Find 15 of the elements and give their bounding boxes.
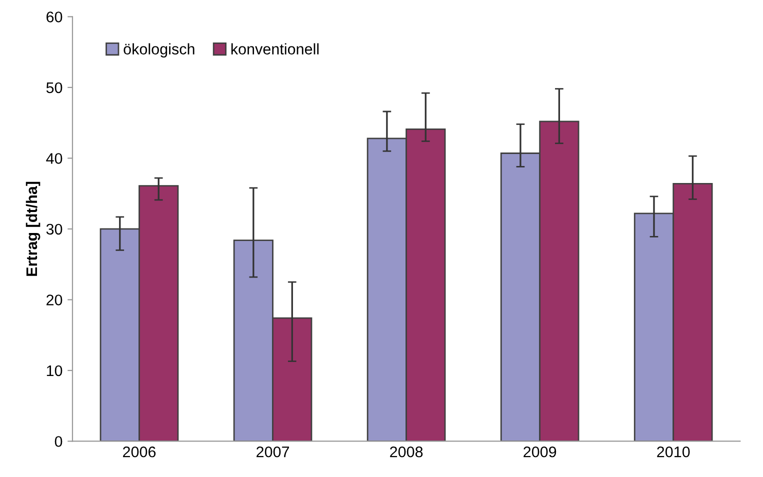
y-tick-label: 50 <box>46 82 62 94</box>
y-tick-label: 60 <box>46 12 62 22</box>
x-tick-label: 2008 <box>390 446 423 458</box>
y-tick-label: 10 <box>46 365 62 376</box>
legend-label: konventionell <box>231 43 319 54</box>
x-tick-label: 2009 <box>524 446 556 458</box>
y-axis-title: Ertrag [dt/ha] <box>26 182 40 276</box>
x-tick-label: 2006 <box>123 446 156 458</box>
y-tick-label: 0 <box>54 436 62 447</box>
y-tick-label: 30 <box>46 224 62 235</box>
x-tick-label: 2010 <box>657 446 690 458</box>
legend-label: ökologisch <box>124 43 194 58</box>
y-tick-label: 20 <box>46 294 62 306</box>
y-tick-label: 40 <box>46 153 62 164</box>
x-tick-label: 2007 <box>256 446 289 458</box>
